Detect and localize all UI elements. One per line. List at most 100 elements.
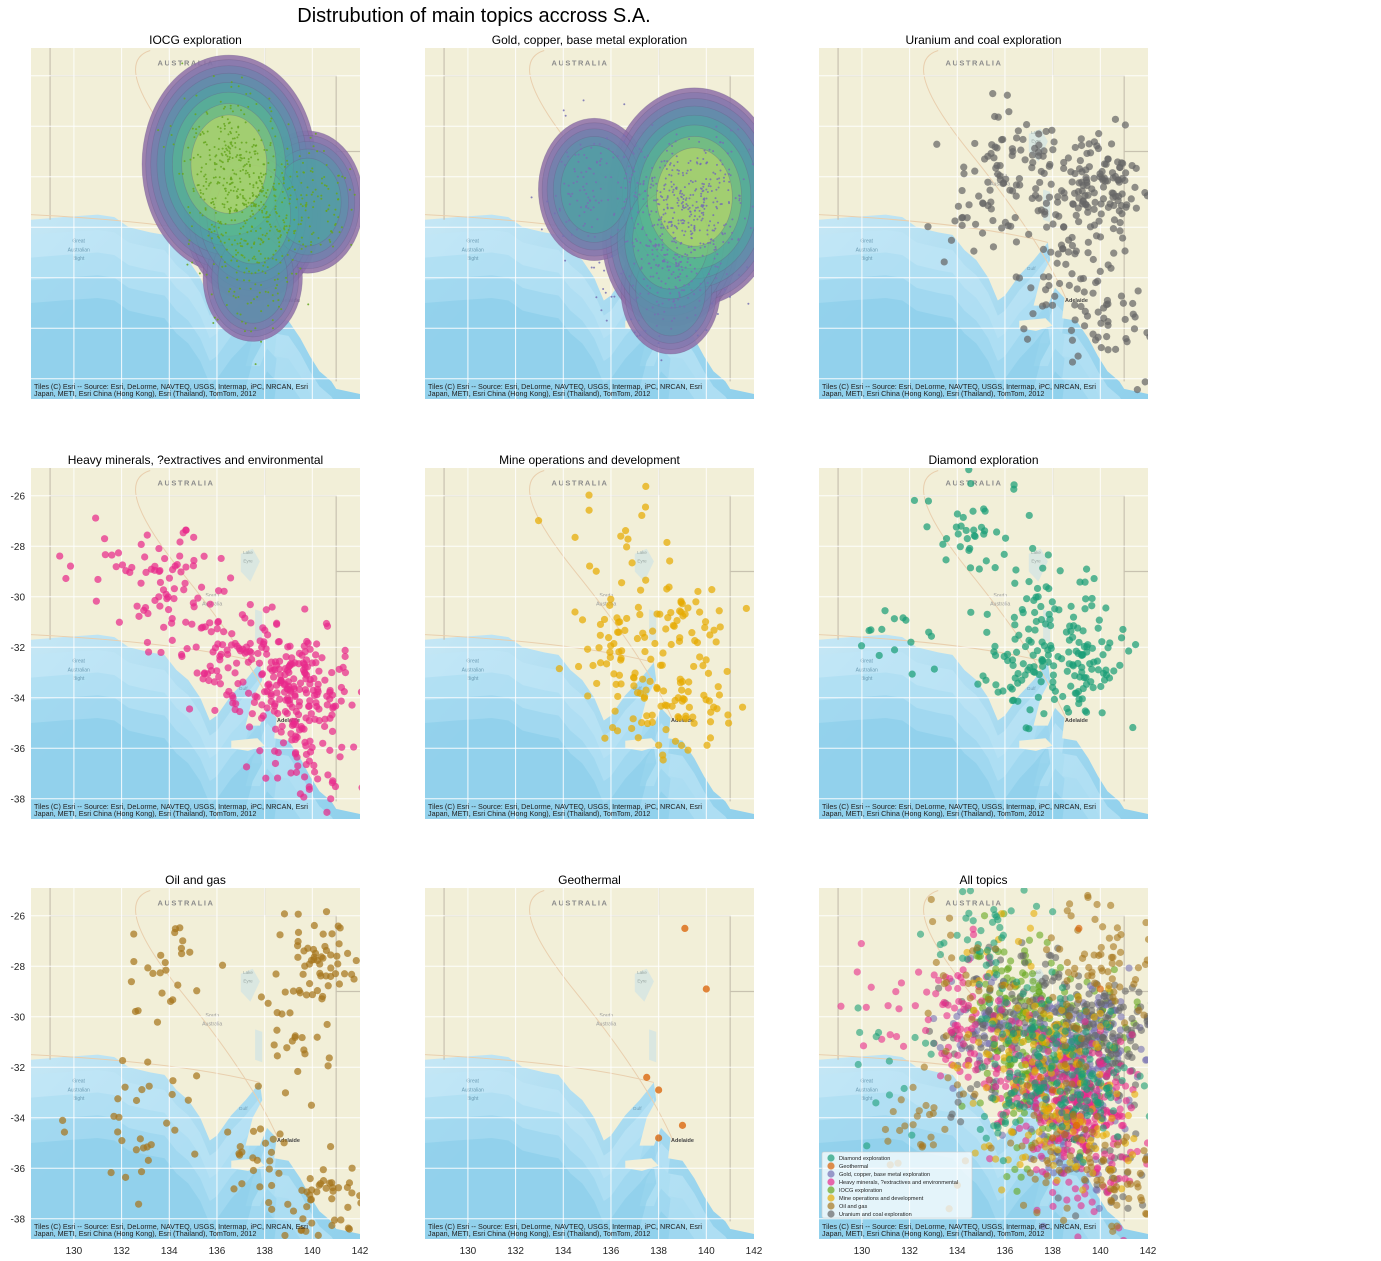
data-point: [689, 210, 692, 213]
data-point: [1029, 1040, 1038, 1049]
data-point: [725, 719, 733, 727]
data-point: [642, 197, 645, 200]
data-point: [1012, 238, 1021, 246]
data-point: [244, 222, 247, 225]
data-point: [1044, 1107, 1052, 1115]
data-point: [574, 662, 583, 671]
data-point: [1096, 1070, 1104, 1079]
data-point: [1028, 970, 1037, 978]
data-point: [644, 329, 647, 332]
data-point: [708, 148, 711, 151]
map-label-bight: Bight: [467, 1096, 479, 1102]
data-point: [674, 236, 677, 239]
data-point: [331, 970, 340, 978]
data-point: [606, 601, 614, 609]
data-point: [991, 1060, 999, 1068]
data-point: [1044, 1048, 1052, 1056]
data-point: [304, 209, 307, 212]
data-point: [305, 702, 313, 710]
data-point: [213, 146, 216, 149]
data-point: [1005, 1055, 1014, 1064]
data-point: [583, 188, 586, 191]
data-point: [270, 117, 273, 120]
data-point: [1079, 1118, 1087, 1126]
data-point: [930, 1039, 938, 1047]
data-point: [567, 192, 570, 195]
data-point: [670, 306, 673, 309]
data-point: [714, 197, 717, 200]
data-point: [928, 917, 937, 926]
data-point: [326, 746, 334, 754]
data-point: [954, 1051, 962, 1059]
data-point: [235, 203, 238, 206]
data-point: [1021, 468, 1025, 469]
data-point: [661, 267, 664, 270]
data-point: [1134, 287, 1142, 295]
data-point: [633, 634, 642, 643]
data-point: [1031, 608, 1039, 617]
attribution-line2: Japan, METI, Esri China (Hong Kong), Esr…: [822, 389, 1044, 398]
data-point: [1030, 1111, 1038, 1119]
data-point: [1113, 1222, 1121, 1230]
data-point: [239, 313, 242, 316]
data-point: [1100, 174, 1108, 182]
data-point: [714, 172, 717, 175]
data-point: [223, 203, 226, 206]
data-point: [1019, 990, 1027, 998]
data-point: [651, 306, 654, 309]
data-point: [370, 196, 372, 198]
data-point: [239, 245, 242, 248]
data-point: [362, 191, 364, 193]
data-point: [323, 701, 331, 709]
data-point: [953, 1035, 962, 1043]
data-point: [254, 144, 257, 147]
data-point: [231, 144, 234, 147]
data-point: [266, 188, 269, 191]
data-point: [859, 1042, 868, 1050]
map-label-region: Australia: [596, 1022, 616, 1028]
data-point: [975, 987, 983, 995]
data-point: [646, 284, 649, 287]
data-point: [1074, 204, 1082, 212]
data-point: [960, 170, 968, 178]
data-point: [993, 1053, 1001, 1062]
data-point: [324, 771, 332, 779]
data-point: [1083, 312, 1092, 320]
data-point: [1099, 1124, 1107, 1132]
attribution-line2: Japan, METI, Esri China (Hong Kong), Esr…: [34, 389, 256, 398]
data-point: [982, 1134, 990, 1142]
data-point: [334, 960, 342, 968]
data-point: [702, 242, 705, 245]
data-point: [283, 225, 286, 228]
data-point: [636, 610, 644, 619]
data-point: [1109, 1227, 1117, 1235]
data-point: [322, 908, 331, 916]
data-point: [259, 180, 262, 183]
data-point: [964, 1061, 972, 1069]
data-point: [1025, 230, 1033, 238]
x-tick-label: 138: [650, 1246, 667, 1257]
data-point: [264, 999, 272, 1007]
data-point: [296, 198, 299, 201]
data-point: [702, 696, 710, 704]
data-point: [271, 294, 274, 297]
data-point: [930, 1104, 938, 1112]
data-point: [258, 249, 261, 252]
data-point: [224, 144, 227, 147]
data-point: [302, 742, 310, 750]
data-point: [269, 141, 272, 144]
data-point: [660, 286, 663, 289]
data-point: [1036, 178, 1044, 187]
data-point: [662, 318, 665, 321]
data-point: [1043, 1172, 1052, 1180]
data-point: [967, 1085, 975, 1093]
data-point: [1014, 1069, 1022, 1077]
data-point: [244, 322, 247, 325]
data-point: [642, 686, 650, 694]
data-point: [1082, 708, 1091, 716]
data-point: [260, 688, 269, 696]
data-point: [585, 182, 588, 185]
data-point: [615, 671, 624, 679]
data-point: [687, 208, 690, 211]
data-point: [695, 188, 698, 191]
